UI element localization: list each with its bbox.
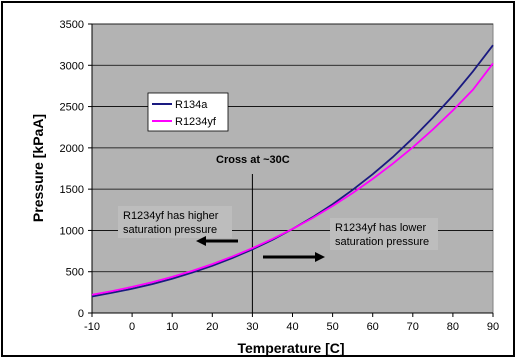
y-tick-label: 2000	[60, 143, 84, 155]
plot-area	[91, 23, 494, 314]
x-tick-label: 30	[246, 321, 258, 333]
x-tick-label: 60	[367, 321, 379, 333]
left-note-line1: R1234yf has higher	[123, 210, 219, 222]
legend-label-r1234yf: R1234yf	[175, 116, 217, 128]
series-lines	[91, 44, 494, 298]
y-tick-label: 500	[66, 267, 84, 279]
series-line-r1234yf	[91, 62, 494, 296]
y-axis-ticks: 0 500 1000 1500 2000 2500 3000 3500	[60, 19, 93, 320]
y-axis-title: Pressure [kPaA]	[30, 114, 46, 222]
y-tick-label: 3500	[60, 19, 84, 31]
x-tick-label: 20	[206, 321, 218, 333]
left-arrow	[196, 236, 238, 246]
right-note-line1: R1234yf has lower	[335, 222, 426, 234]
y-tick-label: 1500	[60, 184, 84, 196]
x-tick-label: 40	[286, 321, 298, 333]
x-axis-ticks: -10 0 10 20 30 40 50 60 70 80 90	[84, 312, 499, 333]
x-tick-label: 80	[447, 321, 459, 333]
y-tick-label: 0	[78, 308, 84, 320]
cross-annotation: Cross at ~30C	[216, 154, 290, 166]
y-tick-label: 3000	[60, 60, 84, 72]
legend: R134a R1234yf	[147, 92, 229, 132]
right-note: R1234yf has lower saturation pressure	[330, 218, 438, 250]
legend-label-r134a: R134a	[175, 99, 208, 111]
left-note: R1234yf has higher saturation pressure	[118, 206, 232, 238]
left-note-line2: saturation pressure	[123, 224, 217, 236]
right-arrow	[263, 252, 325, 262]
right-note-line2: saturation pressure	[335, 236, 429, 248]
y-tick-label: 2500	[60, 102, 84, 114]
x-tick-label: 50	[326, 321, 338, 333]
x-tick-label: 90	[487, 321, 499, 333]
y-tick-label: 1000	[60, 225, 84, 237]
x-tick-label: 10	[166, 321, 178, 333]
x-tick-label: 0	[129, 321, 135, 333]
x-tick-label: 70	[407, 321, 419, 333]
x-axis-title: Temperature [C]	[237, 340, 344, 356]
x-tick-label: -10	[84, 321, 100, 333]
